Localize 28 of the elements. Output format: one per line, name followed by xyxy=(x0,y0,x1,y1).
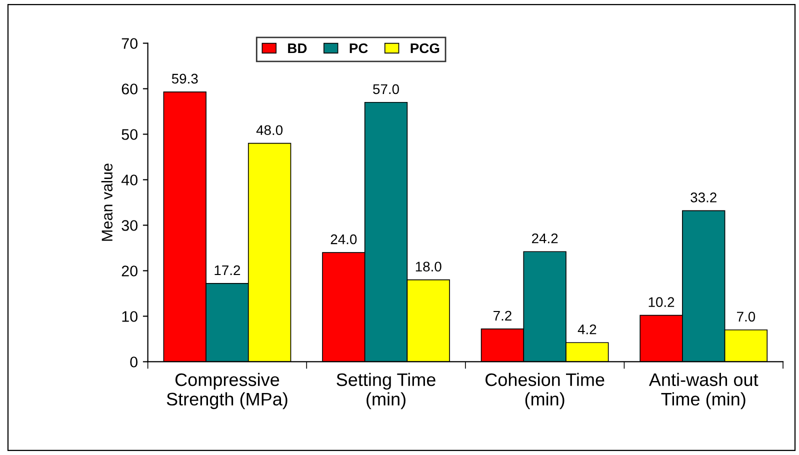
x-tick-label: Compressive Strength (MPa) xyxy=(166,372,288,410)
data-label: 7.2 xyxy=(494,310,512,321)
y-axis-title: Mean value xyxy=(101,164,113,241)
x-tick-label: Cohesion Time (min) xyxy=(486,372,604,410)
x-tick-label: Anti-wash out Time (min) xyxy=(648,372,758,410)
legend-label: PCG xyxy=(410,43,440,54)
x-tick-label: Setting Time (min) xyxy=(336,372,436,410)
data-label: 57.0 xyxy=(373,84,399,94)
data-label: 10.2 xyxy=(648,297,674,308)
data-label: 7.0 xyxy=(737,312,756,322)
legend-label: PC xyxy=(350,43,368,54)
data-label: 24.2 xyxy=(532,233,558,244)
data-label: 18.0 xyxy=(416,262,442,272)
y-tick-label: 40 xyxy=(121,174,138,186)
y-tick-label: 50 xyxy=(122,129,138,140)
y-tick-label: 30 xyxy=(122,220,138,231)
y-tick-label: 10 xyxy=(122,311,138,322)
data-label: 33.2 xyxy=(690,192,716,202)
y-tick-label: 60 xyxy=(122,84,138,94)
legend-label: BD xyxy=(288,43,307,54)
y-tick-label: 70 xyxy=(122,38,138,49)
data-label: 4.2 xyxy=(578,324,596,334)
data-label: 59.3 xyxy=(172,74,198,84)
data-label: 48.0 xyxy=(256,125,283,136)
data-label: 17.2 xyxy=(214,265,240,276)
data-label: 24.0 xyxy=(330,234,357,244)
y-tick-label: 0 xyxy=(130,356,138,368)
y-tick-label: 20 xyxy=(122,266,138,276)
